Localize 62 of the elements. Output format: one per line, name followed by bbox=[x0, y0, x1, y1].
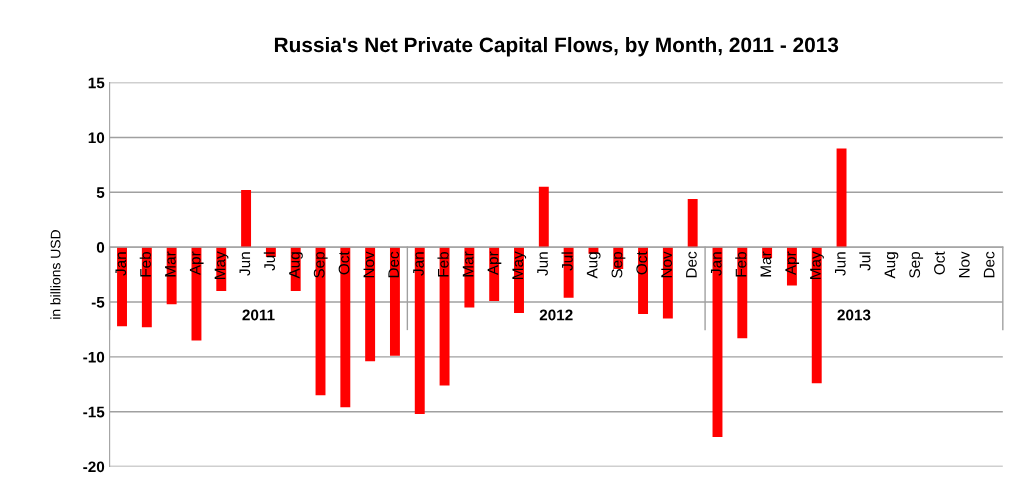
bar bbox=[414, 247, 425, 414]
annotation: 2013 bbox=[837, 309, 871, 321]
x-tick-label: Aug bbox=[884, 252, 899, 279]
x-tick-label: Jul bbox=[561, 252, 573, 271]
x-tick-label: Aug bbox=[586, 252, 601, 279]
x-tick-label: Nov bbox=[959, 251, 970, 278]
bar bbox=[638, 247, 649, 315]
x-tick-label: Oct bbox=[636, 251, 648, 275]
x-tick-label: Feb bbox=[735, 251, 747, 277]
x-tick-label: Jan bbox=[710, 252, 722, 276]
y-tick-label: 0 bbox=[96, 242, 105, 253]
x-tick-label: Oct bbox=[934, 251, 945, 275]
x-tick-label: Sep bbox=[611, 251, 626, 278]
x-tick-label: Feb bbox=[139, 251, 151, 277]
y-tick-label: -20 bbox=[83, 461, 105, 473]
x-tick-label: Sep bbox=[313, 251, 328, 278]
x-tick-label: Feb bbox=[437, 251, 449, 277]
y-axis-title: in billions USD bbox=[50, 230, 61, 319]
x-tick-label: Apr bbox=[487, 251, 502, 276]
bar bbox=[439, 247, 450, 386]
chart-title: Russia's Net Private Capital Flows, by Month, 2011 - 2013 bbox=[274, 36, 839, 57]
x-tick-label: May bbox=[512, 251, 527, 279]
x-tick-label: Apr bbox=[189, 251, 204, 276]
x-tick-label: Oct bbox=[338, 251, 350, 275]
x-tick-label: Jan bbox=[413, 252, 424, 276]
x-tick-label: May bbox=[810, 251, 824, 279]
bar bbox=[191, 247, 202, 341]
x-tick-label: Mar bbox=[165, 251, 176, 277]
x-tick-label: Aug bbox=[289, 252, 303, 279]
x-tick-label: Mar bbox=[462, 251, 474, 277]
bar bbox=[389, 247, 400, 356]
x-tick-label: Jun bbox=[834, 252, 846, 276]
x-tick-label: Jun bbox=[537, 252, 548, 276]
bar bbox=[737, 247, 748, 339]
x-tick-label: May bbox=[214, 251, 229, 279]
x-tick-label: Sep bbox=[909, 251, 924, 278]
x-tick-label: Apr bbox=[785, 251, 800, 276]
bar bbox=[811, 247, 822, 384]
x-tick-label: Jan bbox=[115, 252, 127, 276]
y-tick-label: -5 bbox=[91, 297, 105, 308]
y-tick-label: -15 bbox=[83, 406, 105, 418]
x-tick-label: Dec bbox=[388, 251, 400, 278]
bar bbox=[340, 247, 351, 408]
y-tick-label: -10 bbox=[83, 351, 105, 363]
annotation: 2011 bbox=[242, 309, 275, 321]
x-tick-label: Dec bbox=[686, 251, 697, 278]
x-tick-label: Mar bbox=[760, 251, 772, 277]
y-tick-label: 10 bbox=[88, 132, 105, 144]
y-tick-label: 15 bbox=[88, 77, 105, 89]
x-tick-label: Jul bbox=[263, 252, 275, 271]
annotation: 2012 bbox=[539, 309, 573, 321]
y-tick-label: 5 bbox=[96, 187, 105, 198]
x-tick-label: Nov bbox=[363, 251, 375, 278]
bar bbox=[365, 247, 376, 362]
bar bbox=[538, 186, 549, 248]
bar bbox=[836, 148, 847, 248]
x-tick-label: Jul bbox=[859, 252, 871, 271]
bar bbox=[241, 190, 252, 248]
x-tick-label: Jun bbox=[239, 252, 251, 276]
x-tick-label: Dec bbox=[983, 251, 995, 278]
bar bbox=[687, 198, 698, 248]
x-tick-label: Nov bbox=[661, 251, 672, 278]
